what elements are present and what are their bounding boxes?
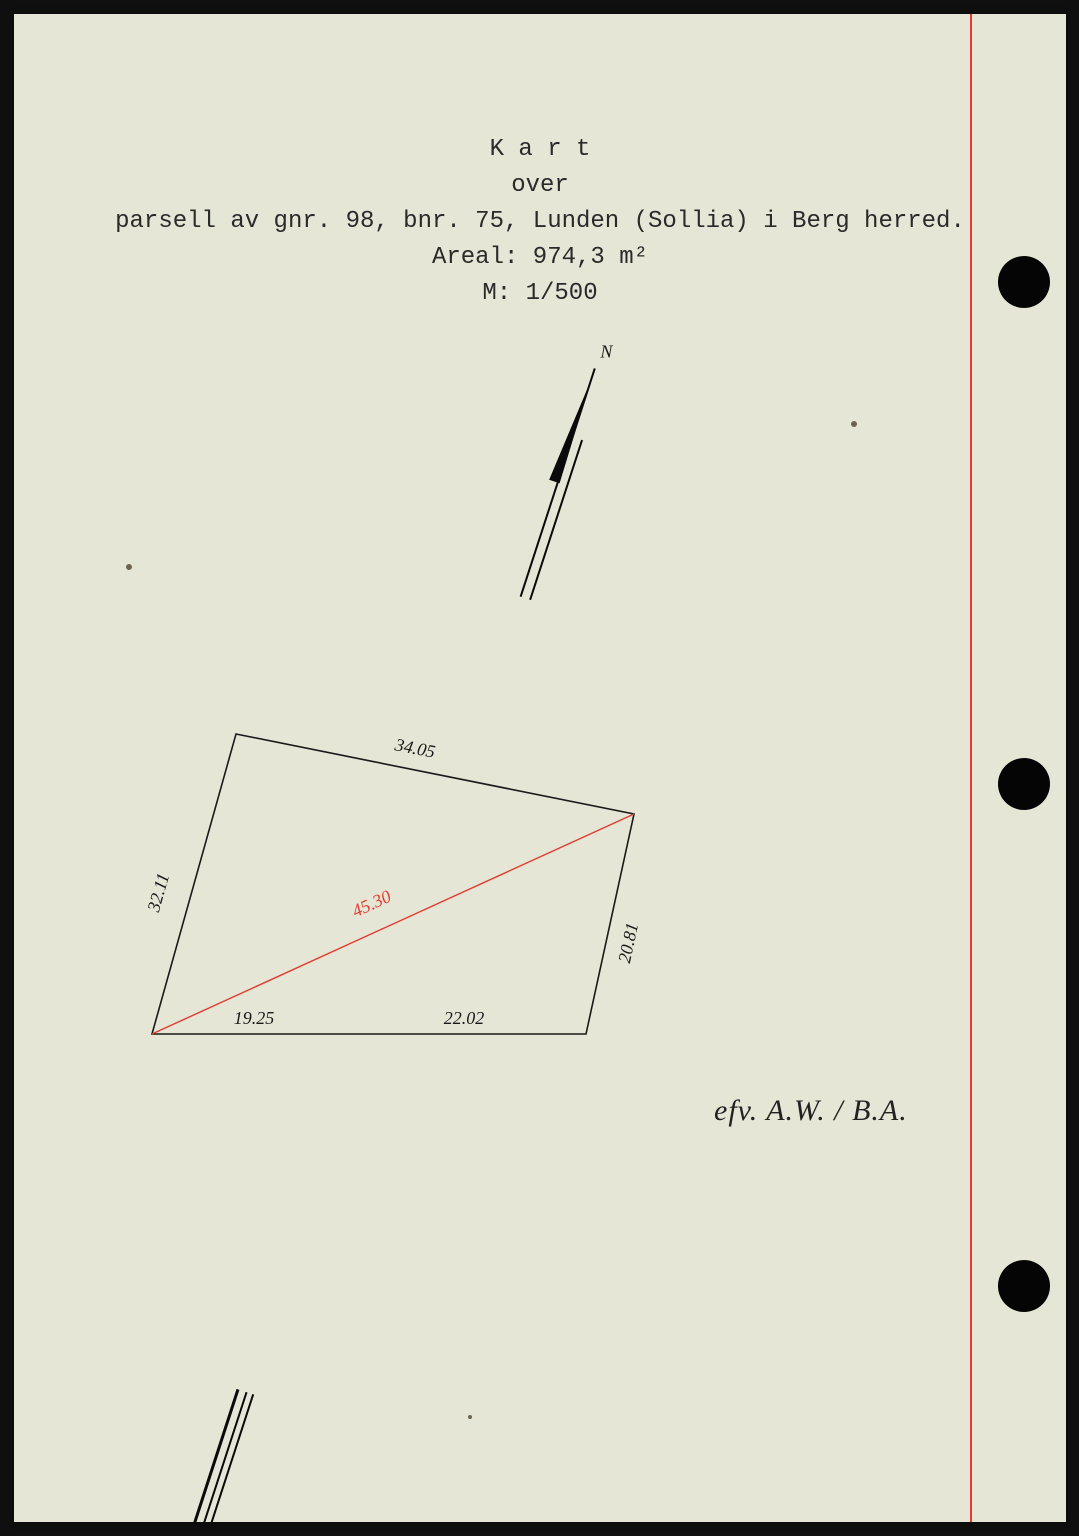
document-page: K a r t over parsell av gnr. 98, bnr. 75…	[14, 14, 1066, 1522]
parcel-polygon	[152, 734, 634, 1034]
signature-value: efv. A.W. / B.A.	[714, 1094, 908, 1127]
svg-text:20.81: 20.81	[614, 921, 642, 965]
paper-specks	[126, 421, 857, 1419]
svg-text:22.02: 22.02	[444, 1008, 485, 1028]
svg-text:N: N	[599, 341, 613, 361]
south-mark: S	[155, 1389, 254, 1522]
parcel-diagram: N 32.11 34.05 20.81 22.02 19.25 45.30 S	[14, 14, 1066, 1522]
punch-hole-bottom	[998, 1260, 1050, 1312]
punch-hole-middle	[998, 758, 1050, 810]
svg-text:45.30: 45.30	[349, 886, 394, 921]
north-arrow: N	[521, 341, 614, 599]
parcel-edge-labels: 32.11 34.05 20.81 22.02 19.25 45.30	[143, 734, 642, 1028]
punch-hole-top	[998, 256, 1050, 308]
svg-text:32.11: 32.11	[143, 871, 173, 915]
signature-text: efv. A.W. / B.A.	[714, 1094, 908, 1128]
svg-text:34.05: 34.05	[392, 734, 437, 762]
svg-text:19.25: 19.25	[234, 1008, 275, 1028]
